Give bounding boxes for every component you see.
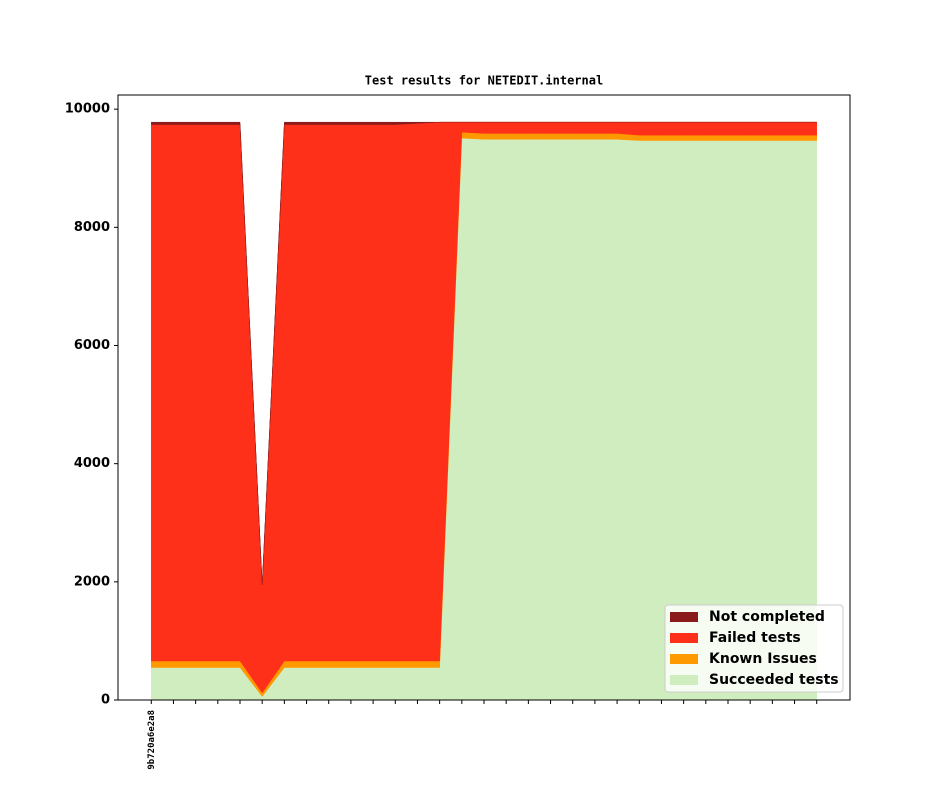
y-tick-label: 2000 [74, 574, 110, 589]
y-tick-label: 6000 [74, 338, 110, 353]
legend-swatch [670, 675, 698, 685]
x-tick-label: 9b720a6e2a8 [147, 710, 157, 770]
legend-swatch [670, 654, 698, 664]
legend-label: Not completed [709, 609, 825, 625]
area [151, 121, 817, 585]
y-tick-label: 10000 [65, 102, 110, 117]
legend-box [664, 604, 844, 693]
legend-label: Failed tests [709, 630, 801, 646]
legend-label: Known Issues [709, 651, 817, 667]
chart-title: Test results for NETEDIT.internal [365, 74, 603, 88]
y-tick-label: 0 [101, 693, 110, 708]
legend-swatch [670, 612, 698, 622]
legend-label: Succeeded tests [709, 672, 839, 688]
y-tick-label: 4000 [74, 456, 110, 471]
y-tick-label: 8000 [74, 220, 110, 235]
legend-swatch [670, 633, 698, 643]
